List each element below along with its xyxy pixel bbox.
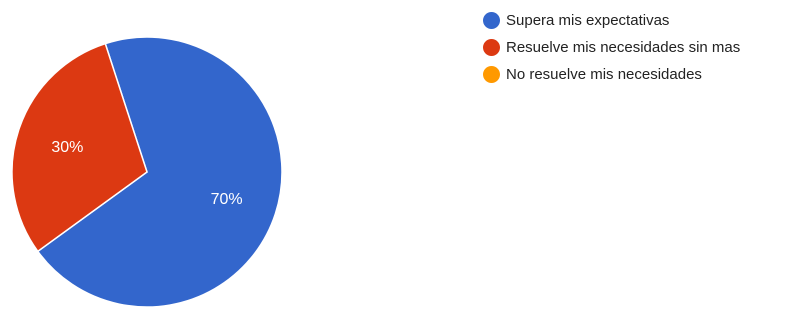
legend-item-no-resuelve[interactable]: No resuelve mis necesidades bbox=[483, 64, 740, 84]
chart-legend: Supera mis expectativas Resuelve mis nec… bbox=[483, 10, 740, 91]
legend-item-supera[interactable]: Supera mis expectativas bbox=[483, 10, 740, 30]
slice-value-label: 30% bbox=[51, 139, 83, 156]
slice-value-label: 70% bbox=[211, 191, 243, 208]
legend-label: No resuelve mis necesidades bbox=[506, 65, 702, 83]
legend-swatch bbox=[483, 11, 500, 29]
pie-slice[interactable] bbox=[11, 42, 148, 253]
pie-chart: 70% 30% bbox=[11, 36, 283, 308]
legend-label: Supera mis expectativas bbox=[506, 11, 670, 29]
legend-swatch bbox=[483, 65, 500, 83]
legend-item-resuelve[interactable]: Resuelve mis necesidades sin mas bbox=[483, 37, 740, 57]
legend-label: Resuelve mis necesidades sin mas bbox=[506, 38, 741, 56]
pie-slice[interactable] bbox=[36, 36, 283, 308]
legend-swatch bbox=[483, 38, 500, 56]
